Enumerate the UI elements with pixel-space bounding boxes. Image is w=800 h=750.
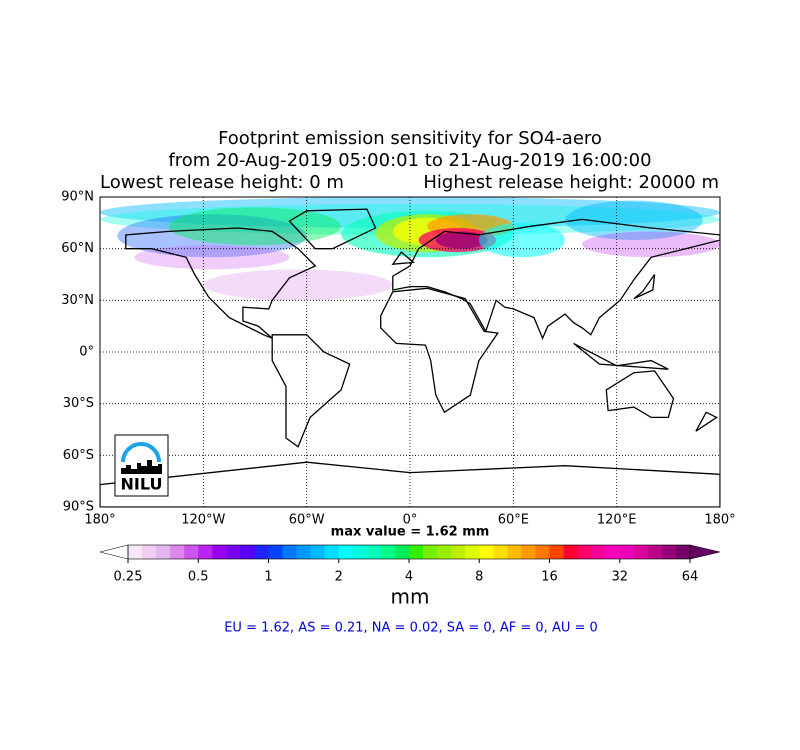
y-tick-label: 30°S xyxy=(63,396,94,411)
colorbar-swatch xyxy=(338,545,354,559)
coastline xyxy=(392,218,720,340)
colorbar-swatch xyxy=(366,545,382,559)
subtitle-left: Lowest release height: 0 m xyxy=(100,172,344,193)
colorbar-swatch xyxy=(142,545,157,559)
coastline xyxy=(100,461,720,507)
coastline xyxy=(271,334,351,448)
logo-skyline xyxy=(121,460,162,474)
coastline xyxy=(573,342,669,370)
colorbar-tick-label: 2 xyxy=(335,570,343,585)
colorbar-tick-label: 0.25 xyxy=(114,570,143,585)
colorbar-swatch xyxy=(661,545,677,559)
colorbar-tick-label: 16 xyxy=(541,570,558,585)
colorbar-swatch xyxy=(619,545,635,559)
map-frame xyxy=(99,196,721,508)
logo-text: NILU xyxy=(121,475,163,494)
x-tick-label: 60°W xyxy=(289,513,325,528)
colorbar-tick-label: 1 xyxy=(264,570,272,585)
colorbar-swatch xyxy=(423,545,438,559)
colorbar-swatch xyxy=(647,545,663,559)
colorbar-swatch xyxy=(451,545,466,559)
colorbar-swatch xyxy=(563,545,578,559)
colorbar-swatch xyxy=(380,545,396,559)
colorbar-over xyxy=(689,544,721,560)
coastline xyxy=(288,208,377,250)
region-values: EU = 1.62, AS = 0.21, NA = 0.02, SA = 0,… xyxy=(224,621,598,636)
y-tick-label: 90°S xyxy=(63,500,94,515)
sensitivity-patch xyxy=(435,231,488,249)
colorbar-swatch xyxy=(591,545,606,559)
subtitle-right: Highest release height: 20000 m xyxy=(423,172,719,193)
x-tick-label: 120°E xyxy=(597,513,637,528)
title-line: from 20-Aug-2019 05:00:01 to 21-Aug-2019… xyxy=(168,150,651,171)
colorbar-swatch xyxy=(170,545,185,559)
y-tick-label: 0° xyxy=(79,345,94,360)
y-tick-label: 30°N xyxy=(61,293,94,308)
sensitivity-patch xyxy=(582,231,720,258)
coastline xyxy=(605,370,675,419)
colorbar-swatch xyxy=(675,545,691,559)
colorbar-tick-label: 4 xyxy=(405,570,413,585)
colorbar-swatch xyxy=(184,545,199,559)
colorbar-swatch xyxy=(352,545,368,559)
coastline xyxy=(391,251,415,265)
colorbar-swatch xyxy=(465,545,480,559)
y-tick-label: 60°N xyxy=(61,241,94,256)
colorbar-swatch xyxy=(310,545,325,559)
colorbar-swatch xyxy=(268,545,283,559)
colorbar-swatch xyxy=(254,545,269,559)
colorbar-tick-label: 32 xyxy=(611,570,628,585)
colorbar-swatch xyxy=(549,545,564,559)
colorbar-swatch xyxy=(212,545,227,559)
colorbar-under xyxy=(99,544,129,560)
x-tick-label: 180° xyxy=(84,513,115,528)
logo-arc xyxy=(121,442,161,463)
x-tick-label: 60°E xyxy=(498,513,529,528)
x-tick-label: 0° xyxy=(403,513,418,528)
sensitivity-patch xyxy=(203,269,393,301)
y-tick-label: 60°S xyxy=(63,448,94,463)
coastline xyxy=(380,287,499,414)
colorbar-swatch xyxy=(156,545,171,559)
colorbar-swatch xyxy=(479,545,494,559)
colorbar-swatch xyxy=(394,545,410,559)
x-tick-label: 180° xyxy=(704,513,735,528)
colorbar-swatch xyxy=(296,545,311,559)
colorbar-swatch xyxy=(605,545,621,559)
colorbar-label: mm xyxy=(391,585,430,609)
colorbar-swatch xyxy=(633,545,649,559)
colorbar-tick-label: 0.5 xyxy=(188,570,209,585)
colorbar-swatch xyxy=(324,545,340,559)
max-value: max value = 1.62 mm xyxy=(331,525,490,540)
map-content xyxy=(100,197,720,507)
colorbar-swatch xyxy=(240,545,255,559)
title-line: Footprint emission sensitivity for SO4-a… xyxy=(218,128,602,149)
x-tick-label: 120°W xyxy=(181,513,225,528)
colorbar-swatch xyxy=(226,545,241,559)
coastline xyxy=(695,411,718,432)
sensitivity-patch xyxy=(168,207,342,246)
map: 180° 120°W 60°W 0° 60°E 120°E 180°90°S60°S30°S… xyxy=(61,190,735,528)
colorbar-swatch xyxy=(128,545,143,559)
colorbar-swatch xyxy=(437,545,452,559)
sensitivity-patch xyxy=(134,245,290,270)
coastline xyxy=(125,227,317,339)
colorbar-swatch xyxy=(535,545,550,559)
colorbar-swatch xyxy=(493,545,508,559)
colorbar-swatch xyxy=(521,545,536,559)
colorbar-swatch xyxy=(282,545,297,559)
colorbar-tick-label: 64 xyxy=(682,570,699,585)
colorbar-swatch xyxy=(577,545,592,559)
colorbar-tick-label: 8 xyxy=(475,570,483,585)
coastline xyxy=(633,274,656,300)
colorbar-swatch xyxy=(198,545,213,559)
colorbar-swatch xyxy=(409,545,424,559)
y-tick-label: 90°N xyxy=(61,190,94,205)
sensitivity-patch xyxy=(117,214,307,258)
colorbar-swatch xyxy=(507,545,522,559)
